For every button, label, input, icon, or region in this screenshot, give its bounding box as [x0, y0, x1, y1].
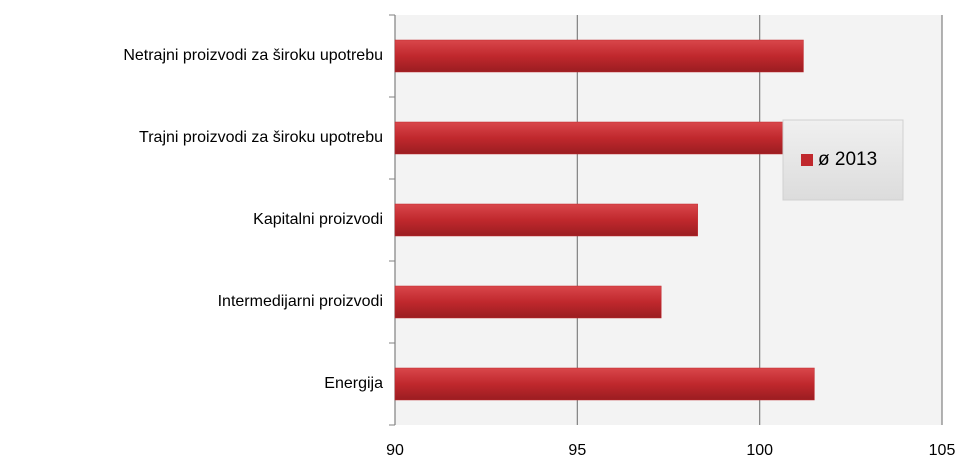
- bar: [394, 203, 698, 237]
- x-tick-label: 100: [746, 442, 773, 459]
- legend-swatch: [801, 154, 813, 166]
- y-tick-label: Kapitalni proizvodi: [253, 211, 383, 228]
- y-tick-label: Trajni proizvodi za široku upotrebu: [139, 129, 383, 146]
- bar: [394, 39, 804, 73]
- bar: [394, 285, 662, 319]
- x-tick-label: 95: [568, 442, 586, 459]
- legend-label: ø 2013: [818, 149, 877, 170]
- bar: [394, 367, 815, 401]
- y-tick-label: Energija: [324, 375, 383, 392]
- bar: [394, 121, 808, 155]
- x-tick-label: 105: [929, 442, 956, 459]
- y-tick-label: Netrajni proizvodi za široku upotrebu: [123, 47, 383, 64]
- x-tick-label: 90: [386, 442, 404, 459]
- y-tick-label: Intermedijarni proizvodi: [218, 293, 383, 310]
